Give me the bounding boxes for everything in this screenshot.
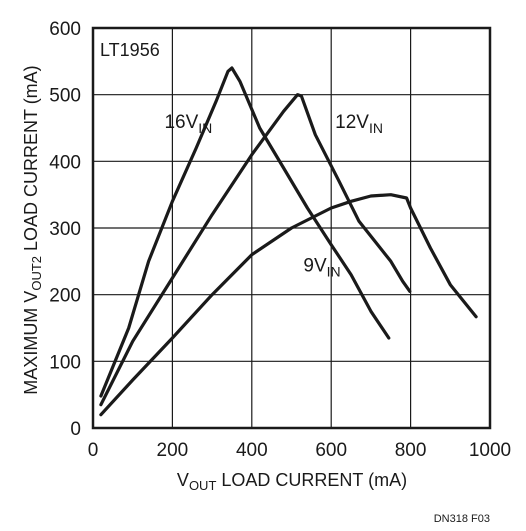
- x-axis-title: VOUT LOAD CURRENT (mA): [177, 470, 407, 493]
- part-label: LT1956: [100, 40, 160, 60]
- x-tick-label: 800: [395, 440, 427, 461]
- series-label-12vin: 12VIN: [335, 112, 383, 136]
- figure-footnote: DN318 F03: [434, 513, 490, 525]
- series-label-9vin: 9VIN: [303, 255, 340, 279]
- x-tick-labels: 0 200 400 600 800 1000: [88, 440, 511, 461]
- y-tick-label: 100: [49, 352, 81, 373]
- y-tick-label: 300: [49, 219, 81, 240]
- x-tick-label: 0: [88, 440, 99, 461]
- y-axis-title: MAXIMUM VOUT2 LOAD CURRENT (mA): [21, 65, 44, 394]
- y-axis-title-suffix: LOAD CURRENT (mA): [21, 65, 41, 256]
- series-line-9vin: [99, 193, 478, 417]
- y-tick-label: 600: [49, 19, 81, 40]
- grid: [93, 28, 490, 428]
- y-axis-title-prefix: MAXIMUM V: [21, 291, 41, 395]
- y-tick-label: 200: [49, 286, 81, 307]
- series-line-16vin: [99, 66, 391, 398]
- y-tick-label: 500: [49, 86, 81, 107]
- series-labels: 16VIN 12VIN 9VIN: [164, 112, 383, 279]
- x-tick-label: 1000: [469, 440, 511, 461]
- x-tick-label: 600: [315, 440, 347, 461]
- x-axis-title-prefix: V: [177, 470, 189, 490]
- y-tick-label: 400: [49, 152, 81, 173]
- x-tick-label: 200: [157, 440, 189, 461]
- y-tick-labels: 0 100 200 300 400 500 600: [49, 19, 81, 440]
- plot-frame: [91, 26, 492, 430]
- x-axis-title-sub: OUT: [189, 478, 217, 493]
- y-axis-title-sub: OUT2: [29, 256, 44, 291]
- series-label-16vin: 16VIN: [164, 112, 212, 136]
- series-line-12vin: [99, 93, 412, 407]
- x-axis-title-suffix: LOAD CURRENT (mA): [216, 470, 407, 490]
- series-layer: [99, 66, 478, 417]
- y-tick-label: 0: [70, 419, 81, 440]
- x-tick-label: 400: [236, 440, 268, 461]
